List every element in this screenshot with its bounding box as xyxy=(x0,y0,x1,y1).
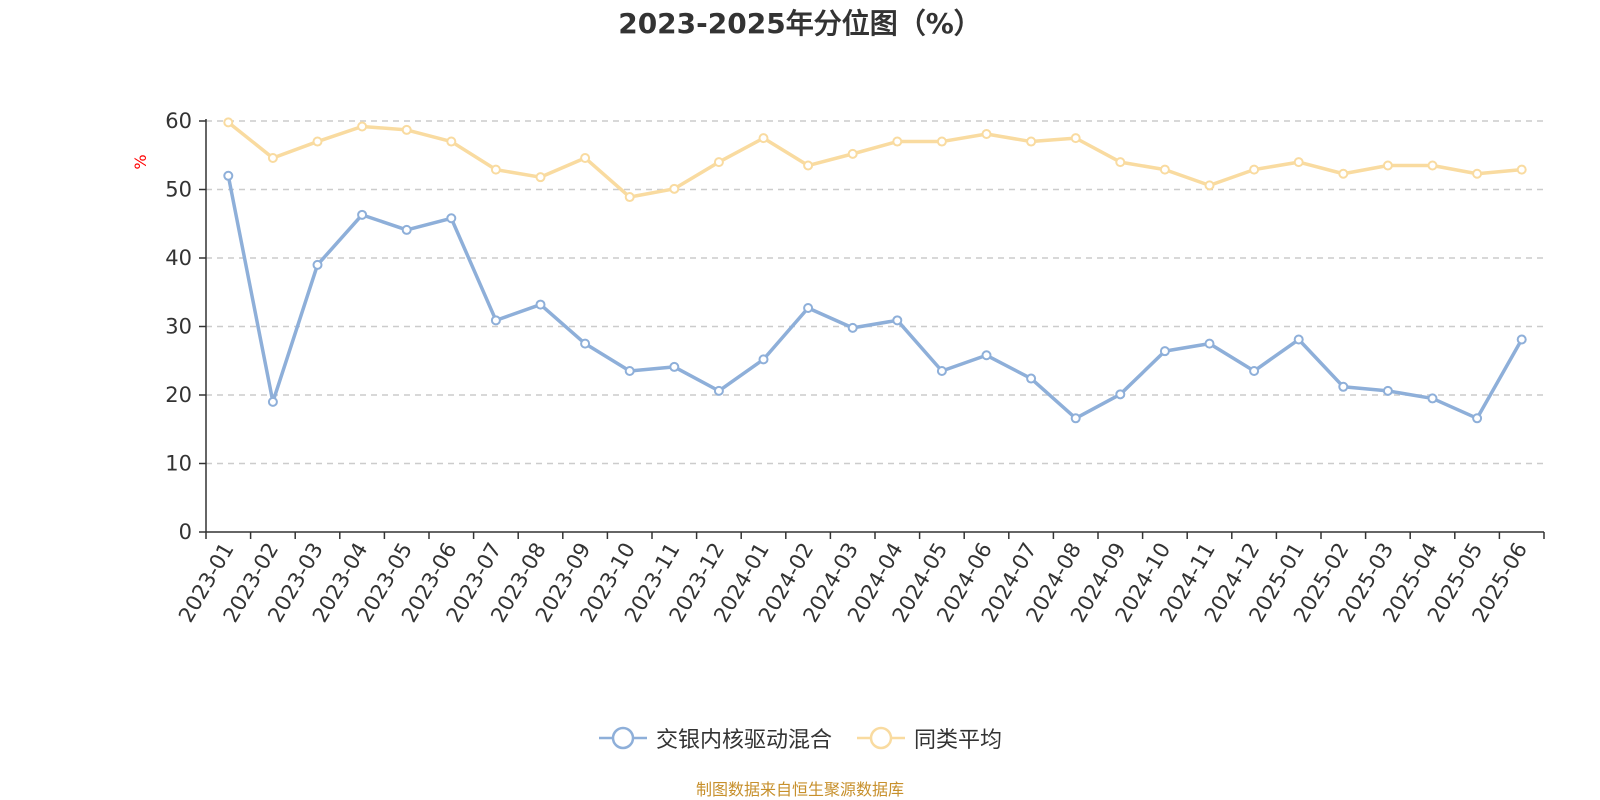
data-point-0[interactable] xyxy=(1249,366,1260,377)
data-point-1[interactable] xyxy=(1115,157,1126,168)
data-point-1[interactable] xyxy=(803,160,814,171)
y-tick-label: 40 xyxy=(165,246,192,270)
data-point-0[interactable] xyxy=(1472,413,1483,424)
data-point-0[interactable] xyxy=(446,213,457,224)
y-tick-label: 10 xyxy=(165,452,192,476)
data-point-1[interactable] xyxy=(1293,157,1304,168)
data-point-1[interactable] xyxy=(758,133,769,144)
data-point-0[interactable] xyxy=(803,303,814,314)
grid-layer xyxy=(206,120,1544,465)
data-point-0[interactable] xyxy=(1338,381,1349,392)
data-point-1[interactable] xyxy=(1382,160,1393,171)
data-point-1[interactable] xyxy=(357,121,368,132)
legend-marker-icon xyxy=(598,726,648,750)
data-point-1[interactable] xyxy=(669,183,680,194)
data-point-1[interactable] xyxy=(847,148,858,159)
data-point-0[interactable] xyxy=(847,322,858,333)
y-axis-label: % xyxy=(131,154,150,169)
data-point-0[interactable] xyxy=(223,170,234,181)
y-tick-label: 50 xyxy=(165,178,192,202)
data-point-0[interactable] xyxy=(1516,334,1527,345)
data-point-1[interactable] xyxy=(446,136,457,147)
data-point-0[interactable] xyxy=(312,259,323,270)
legend-marker-icon xyxy=(856,726,906,750)
series-line-0 xyxy=(226,175,1524,421)
data-point-0[interactable] xyxy=(1159,346,1170,357)
data-point-0[interactable] xyxy=(490,315,501,326)
data-point-0[interactable] xyxy=(267,396,278,407)
data-point-0[interactable] xyxy=(1070,413,1081,424)
data-point-1[interactable] xyxy=(1338,168,1349,179)
data-point-0[interactable] xyxy=(357,209,368,220)
legend-label: 交银内核驱动混合 xyxy=(655,728,832,753)
data-point-1[interactable] xyxy=(713,157,724,168)
data-point-1[interactable] xyxy=(312,136,323,147)
data-point-0[interactable] xyxy=(892,315,903,326)
data-point-0[interactable] xyxy=(1293,334,1304,345)
data-point-1[interactable] xyxy=(1516,164,1527,175)
data-point-0[interactable] xyxy=(535,299,546,310)
y-tick-label: 20 xyxy=(165,383,192,407)
data-point-1[interactable] xyxy=(1070,133,1081,144)
source-note: 制图数据来自恒生聚源数据库 xyxy=(695,780,904,799)
data-point-1[interactable] xyxy=(1472,168,1483,179)
chart-title: 2023-2025年分位图（%） xyxy=(618,7,982,40)
data-point-1[interactable] xyxy=(892,136,903,147)
y-tick-label: 60 xyxy=(165,109,192,133)
legend-item-1[interactable]: 同类平均 xyxy=(856,722,1002,754)
data-point-1[interactable] xyxy=(401,124,412,135)
y-tick-label: 0 xyxy=(179,520,192,544)
data-point-0[interactable] xyxy=(1026,373,1037,384)
data-point-0[interactable] xyxy=(1204,338,1215,349)
legend: 交银内核驱动混合 同类平均 xyxy=(0,722,1600,754)
data-point-0[interactable] xyxy=(580,338,591,349)
data-point-1[interactable] xyxy=(1204,180,1215,191)
data-point-1[interactable] xyxy=(490,164,501,175)
line-chart: 01020304050602023-012023-022023-032023-0… xyxy=(131,109,1545,626)
data-point-0[interactable] xyxy=(981,350,992,361)
data-point-0[interactable] xyxy=(624,366,635,377)
series-layer xyxy=(223,117,1527,424)
data-point-0[interactable] xyxy=(401,224,412,235)
data-point-0[interactable] xyxy=(1382,385,1393,396)
data-point-1[interactable] xyxy=(624,192,635,203)
data-point-1[interactable] xyxy=(1427,160,1438,171)
data-point-0[interactable] xyxy=(758,354,769,365)
data-point-1[interactable] xyxy=(223,117,234,128)
data-point-1[interactable] xyxy=(936,136,947,147)
data-point-1[interactable] xyxy=(580,152,591,163)
data-point-0[interactable] xyxy=(936,366,947,377)
legend-label: 同类平均 xyxy=(914,728,1003,753)
data-point-0[interactable] xyxy=(1427,393,1438,404)
series-line-1 xyxy=(227,121,1522,199)
y-tick-label: 30 xyxy=(165,315,192,339)
data-point-1[interactable] xyxy=(981,129,992,140)
data-point-1[interactable] xyxy=(1026,136,1037,147)
data-point-1[interactable] xyxy=(267,152,278,163)
data-point-0[interactable] xyxy=(669,361,680,372)
data-point-0[interactable] xyxy=(1115,389,1126,400)
legend-item-0[interactable]: 交银内核驱动混合 xyxy=(598,722,832,754)
data-point-1[interactable] xyxy=(1159,164,1170,175)
data-point-1[interactable] xyxy=(1249,164,1260,175)
axis-layer: 01020304050602023-012023-022023-032023-0… xyxy=(165,109,1545,626)
data-point-0[interactable] xyxy=(713,385,724,396)
data-point-1[interactable] xyxy=(535,172,546,183)
